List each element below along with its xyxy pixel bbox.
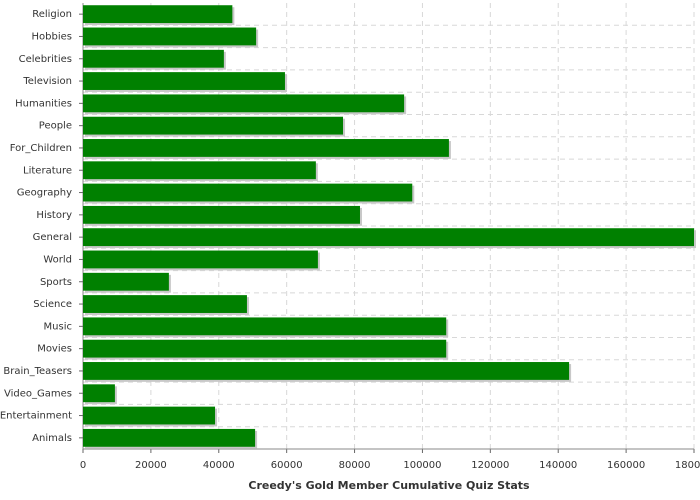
y-tick-label: People xyxy=(39,121,72,132)
y-tick-label: History xyxy=(36,210,72,221)
bar xyxy=(83,295,247,313)
y-tick-label: Sports xyxy=(40,277,72,288)
bar xyxy=(83,139,449,157)
bar xyxy=(83,72,285,90)
x-tick-label: 0 xyxy=(80,460,86,471)
x-tick-label: 100000 xyxy=(403,460,441,471)
bar xyxy=(83,250,318,269)
bar xyxy=(83,272,169,291)
bar xyxy=(83,339,447,358)
x-tick-label: 180000 xyxy=(675,460,700,471)
x-tick-label: 20000 xyxy=(135,460,167,471)
y-tick-label: General xyxy=(33,232,72,243)
y-tick-label: Hobbies xyxy=(32,31,72,42)
bar xyxy=(83,384,115,403)
bar xyxy=(83,116,344,135)
bar xyxy=(83,183,413,202)
y-tick-label: Movies xyxy=(37,344,72,355)
x-axis-label: Creedy's Gold Member Cumulative Quiz Sta… xyxy=(248,479,530,492)
y-tick-label: Geography xyxy=(17,188,72,199)
x-tick-label: 60000 xyxy=(271,460,303,471)
bar xyxy=(83,5,233,24)
y-tick-label: Religion xyxy=(32,9,72,20)
y-tick-label: Science xyxy=(33,299,72,310)
x-tick-label: 160000 xyxy=(607,460,645,471)
bar xyxy=(83,161,316,180)
bar xyxy=(83,317,447,336)
x-tick-label: 140000 xyxy=(539,460,577,471)
y-tick-label: Entertainment xyxy=(0,411,72,422)
bar xyxy=(83,94,405,113)
x-tick-label: 40000 xyxy=(203,460,235,471)
y-tick-label: Brain_Teasers xyxy=(3,366,72,377)
bar xyxy=(83,205,360,224)
y-tick-label: Animals xyxy=(32,433,72,444)
y-tick-label: World xyxy=(43,254,72,265)
y-tick-label: Video_Games xyxy=(4,388,72,399)
bar xyxy=(83,49,224,68)
y-tick-label: Literature xyxy=(23,165,72,176)
x-tick-label: 80000 xyxy=(339,460,371,471)
x-tick-label: 120000 xyxy=(471,460,509,471)
bar xyxy=(83,406,216,425)
y-tick-label: Music xyxy=(44,321,72,332)
y-tick-label: For_Children xyxy=(10,143,72,154)
bar xyxy=(83,428,256,447)
bar xyxy=(83,27,257,46)
bar xyxy=(83,228,694,247)
y-tick-label: Television xyxy=(22,76,72,87)
y-tick-label: Humanities xyxy=(15,98,72,109)
bar xyxy=(83,362,570,380)
y-tick-label: Celebrities xyxy=(19,54,72,65)
